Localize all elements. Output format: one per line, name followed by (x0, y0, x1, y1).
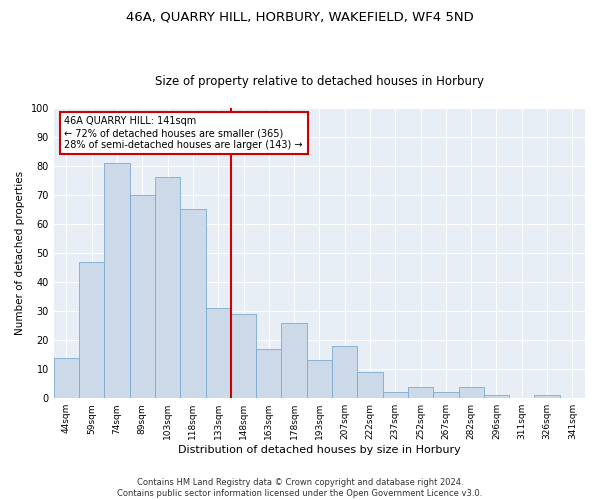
Bar (535, 396, 560, 398)
Bar (155, 178, 180, 398)
Bar (358, 372, 383, 398)
Bar (458, 386, 484, 398)
Text: 46A QUARRY HILL: 141sqm
← 72% of detached houses are smaller (365)
28% of semi-d: 46A QUARRY HILL: 141sqm ← 72% of detache… (64, 116, 303, 150)
Bar (256, 349, 281, 398)
Bar (408, 386, 433, 398)
Bar (231, 314, 256, 398)
Bar (130, 195, 155, 398)
Bar (281, 322, 307, 398)
Text: Contains HM Land Registry data © Crown copyright and database right 2024.
Contai: Contains HM Land Registry data © Crown c… (118, 478, 482, 498)
Bar (54, 358, 79, 398)
Bar (332, 346, 358, 398)
Bar (104, 163, 130, 398)
Y-axis label: Number of detached properties: Number of detached properties (15, 171, 25, 335)
Bar (79, 262, 104, 398)
Text: 46A, QUARRY HILL, HORBURY, WAKEFIELD, WF4 5ND: 46A, QUARRY HILL, HORBURY, WAKEFIELD, WF… (126, 10, 474, 23)
Bar (484, 396, 509, 398)
Bar (433, 392, 458, 398)
Bar (307, 360, 332, 398)
Bar (206, 308, 231, 398)
X-axis label: Distribution of detached houses by size in Horbury: Distribution of detached houses by size … (178, 445, 461, 455)
Bar (383, 392, 408, 398)
Title: Size of property relative to detached houses in Horbury: Size of property relative to detached ho… (155, 76, 484, 88)
Bar (180, 210, 206, 398)
